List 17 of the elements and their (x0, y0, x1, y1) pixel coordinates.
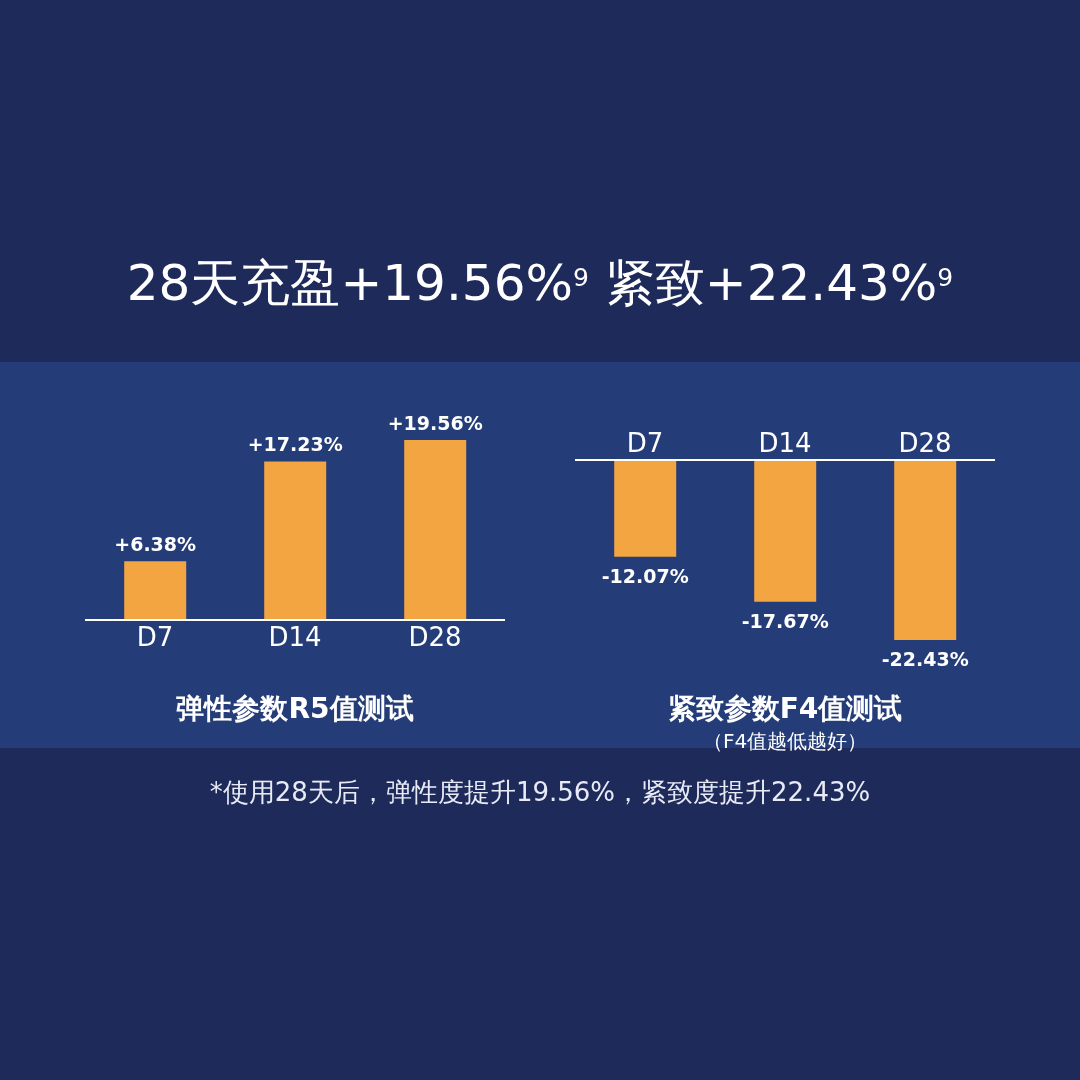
text: *使用28天后，弹性度提升19.56%，紧致度提升22.43% (208, 776, 872, 809)
x-tick-label: D28 (898, 428, 952, 458)
x-axis-title: 紧致参数F4值测试 (666, 691, 904, 727)
x-tick-label: D7 (136, 622, 174, 653)
x-tick-label: D7 (626, 428, 664, 458)
x-axis-title: 弹性参数R5值测试 (175, 691, 415, 727)
text: （F4值越低越好） (701, 728, 869, 755)
data-label: -17.67% (741, 609, 829, 632)
x-tick-label: D28 (408, 622, 462, 653)
x-tick-label: D14 (268, 622, 322, 653)
data-label: -22.43% (881, 648, 969, 670)
data-label: +17.23% (247, 433, 343, 456)
data-label: +19.56% (387, 412, 483, 434)
text: 28天充盈+19.56%$^{9}$ 紧致+22.43%$^{9}$ (126, 254, 954, 312)
data-label: +6.38% (114, 533, 197, 556)
x-tick-label: D14 (758, 428, 812, 458)
data-label: -12.07% (601, 564, 689, 587)
